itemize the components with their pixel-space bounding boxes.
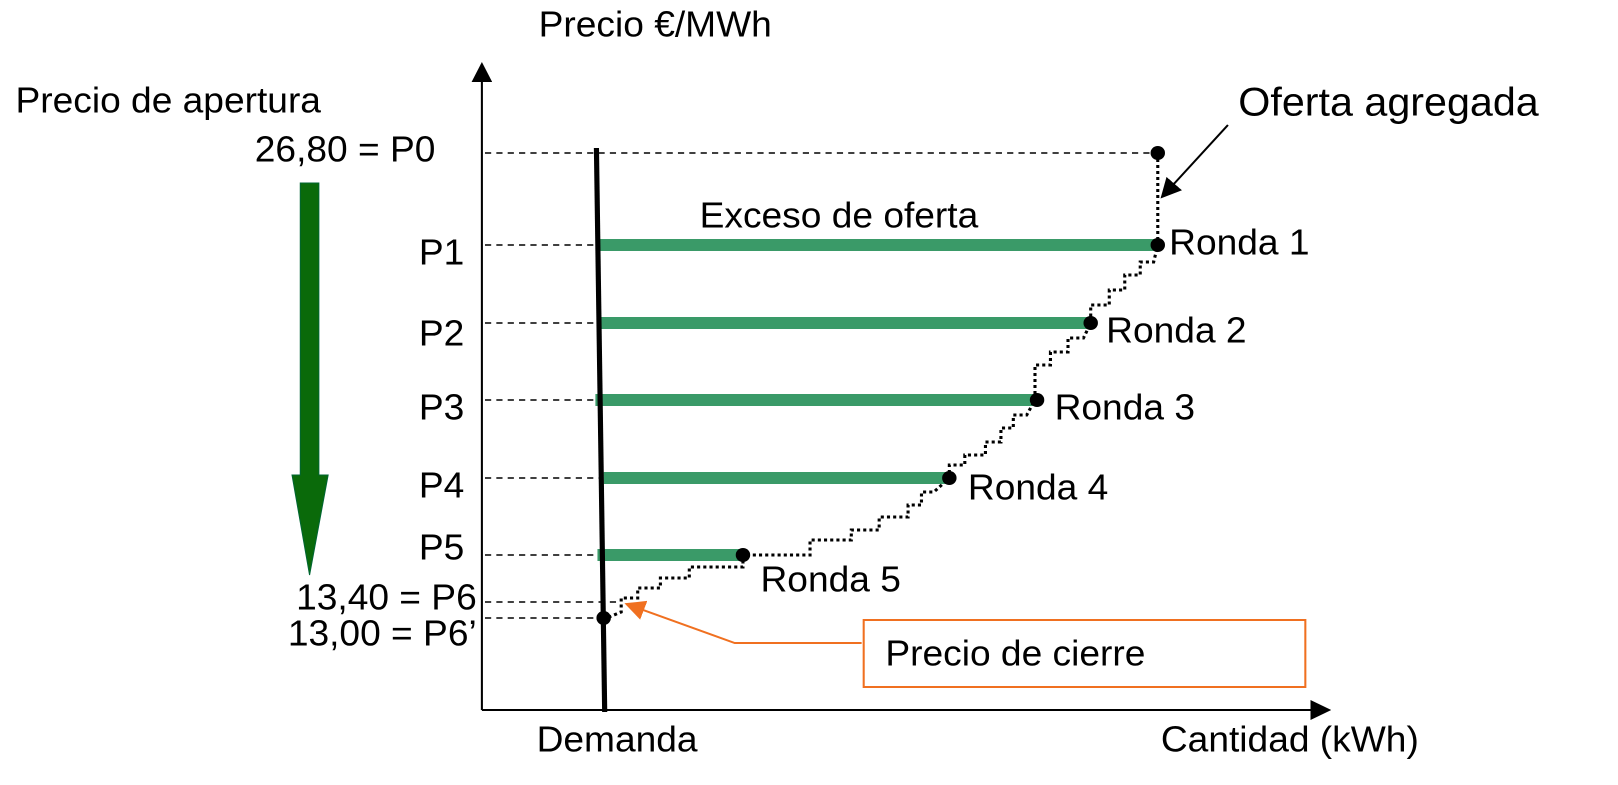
supply-label: Oferta agregada: [1238, 79, 1539, 124]
round-label: Ronda 1: [1169, 222, 1309, 262]
guide-lines: [484, 152, 1156, 619]
excess-bars: [595, 239, 1158, 561]
round-label: Ronda 2: [1106, 310, 1246, 350]
excess-label: Exceso de oferta: [700, 195, 979, 235]
x-axis-label: Cantidad (kWh): [1161, 719, 1419, 759]
opening-label: Precio de apertura: [15, 80, 321, 120]
price-level: P4: [419, 465, 464, 505]
round-label: Ronda 4: [968, 467, 1108, 507]
round-label: Ronda 5: [761, 559, 901, 599]
p0-label: 26,80 = P0: [255, 129, 436, 169]
y-axis-label: Precio €/MWh: [539, 4, 772, 44]
closing-box: [862, 619, 1307, 688]
closing-label: Precio de cierre: [885, 633, 1145, 673]
supply-curve: [606, 153, 1160, 620]
price-level: P5: [419, 527, 464, 567]
price-level: P3: [419, 387, 464, 427]
closing-pointer: [624, 600, 862, 644]
down-arrow: [291, 182, 329, 576]
points: [596, 146, 1166, 625]
p6-label: 13,40 = P6: [296, 577, 477, 617]
price-level: P1: [419, 232, 464, 272]
demand-line: [593, 147, 608, 713]
supply-pointer: [1160, 124, 1229, 199]
p6-prime-label: 13,00 = P6’: [288, 613, 477, 653]
round-label: Ronda 3: [1055, 387, 1195, 427]
demand-label: Demanda: [537, 719, 699, 759]
price-level: P2: [419, 313, 464, 353]
